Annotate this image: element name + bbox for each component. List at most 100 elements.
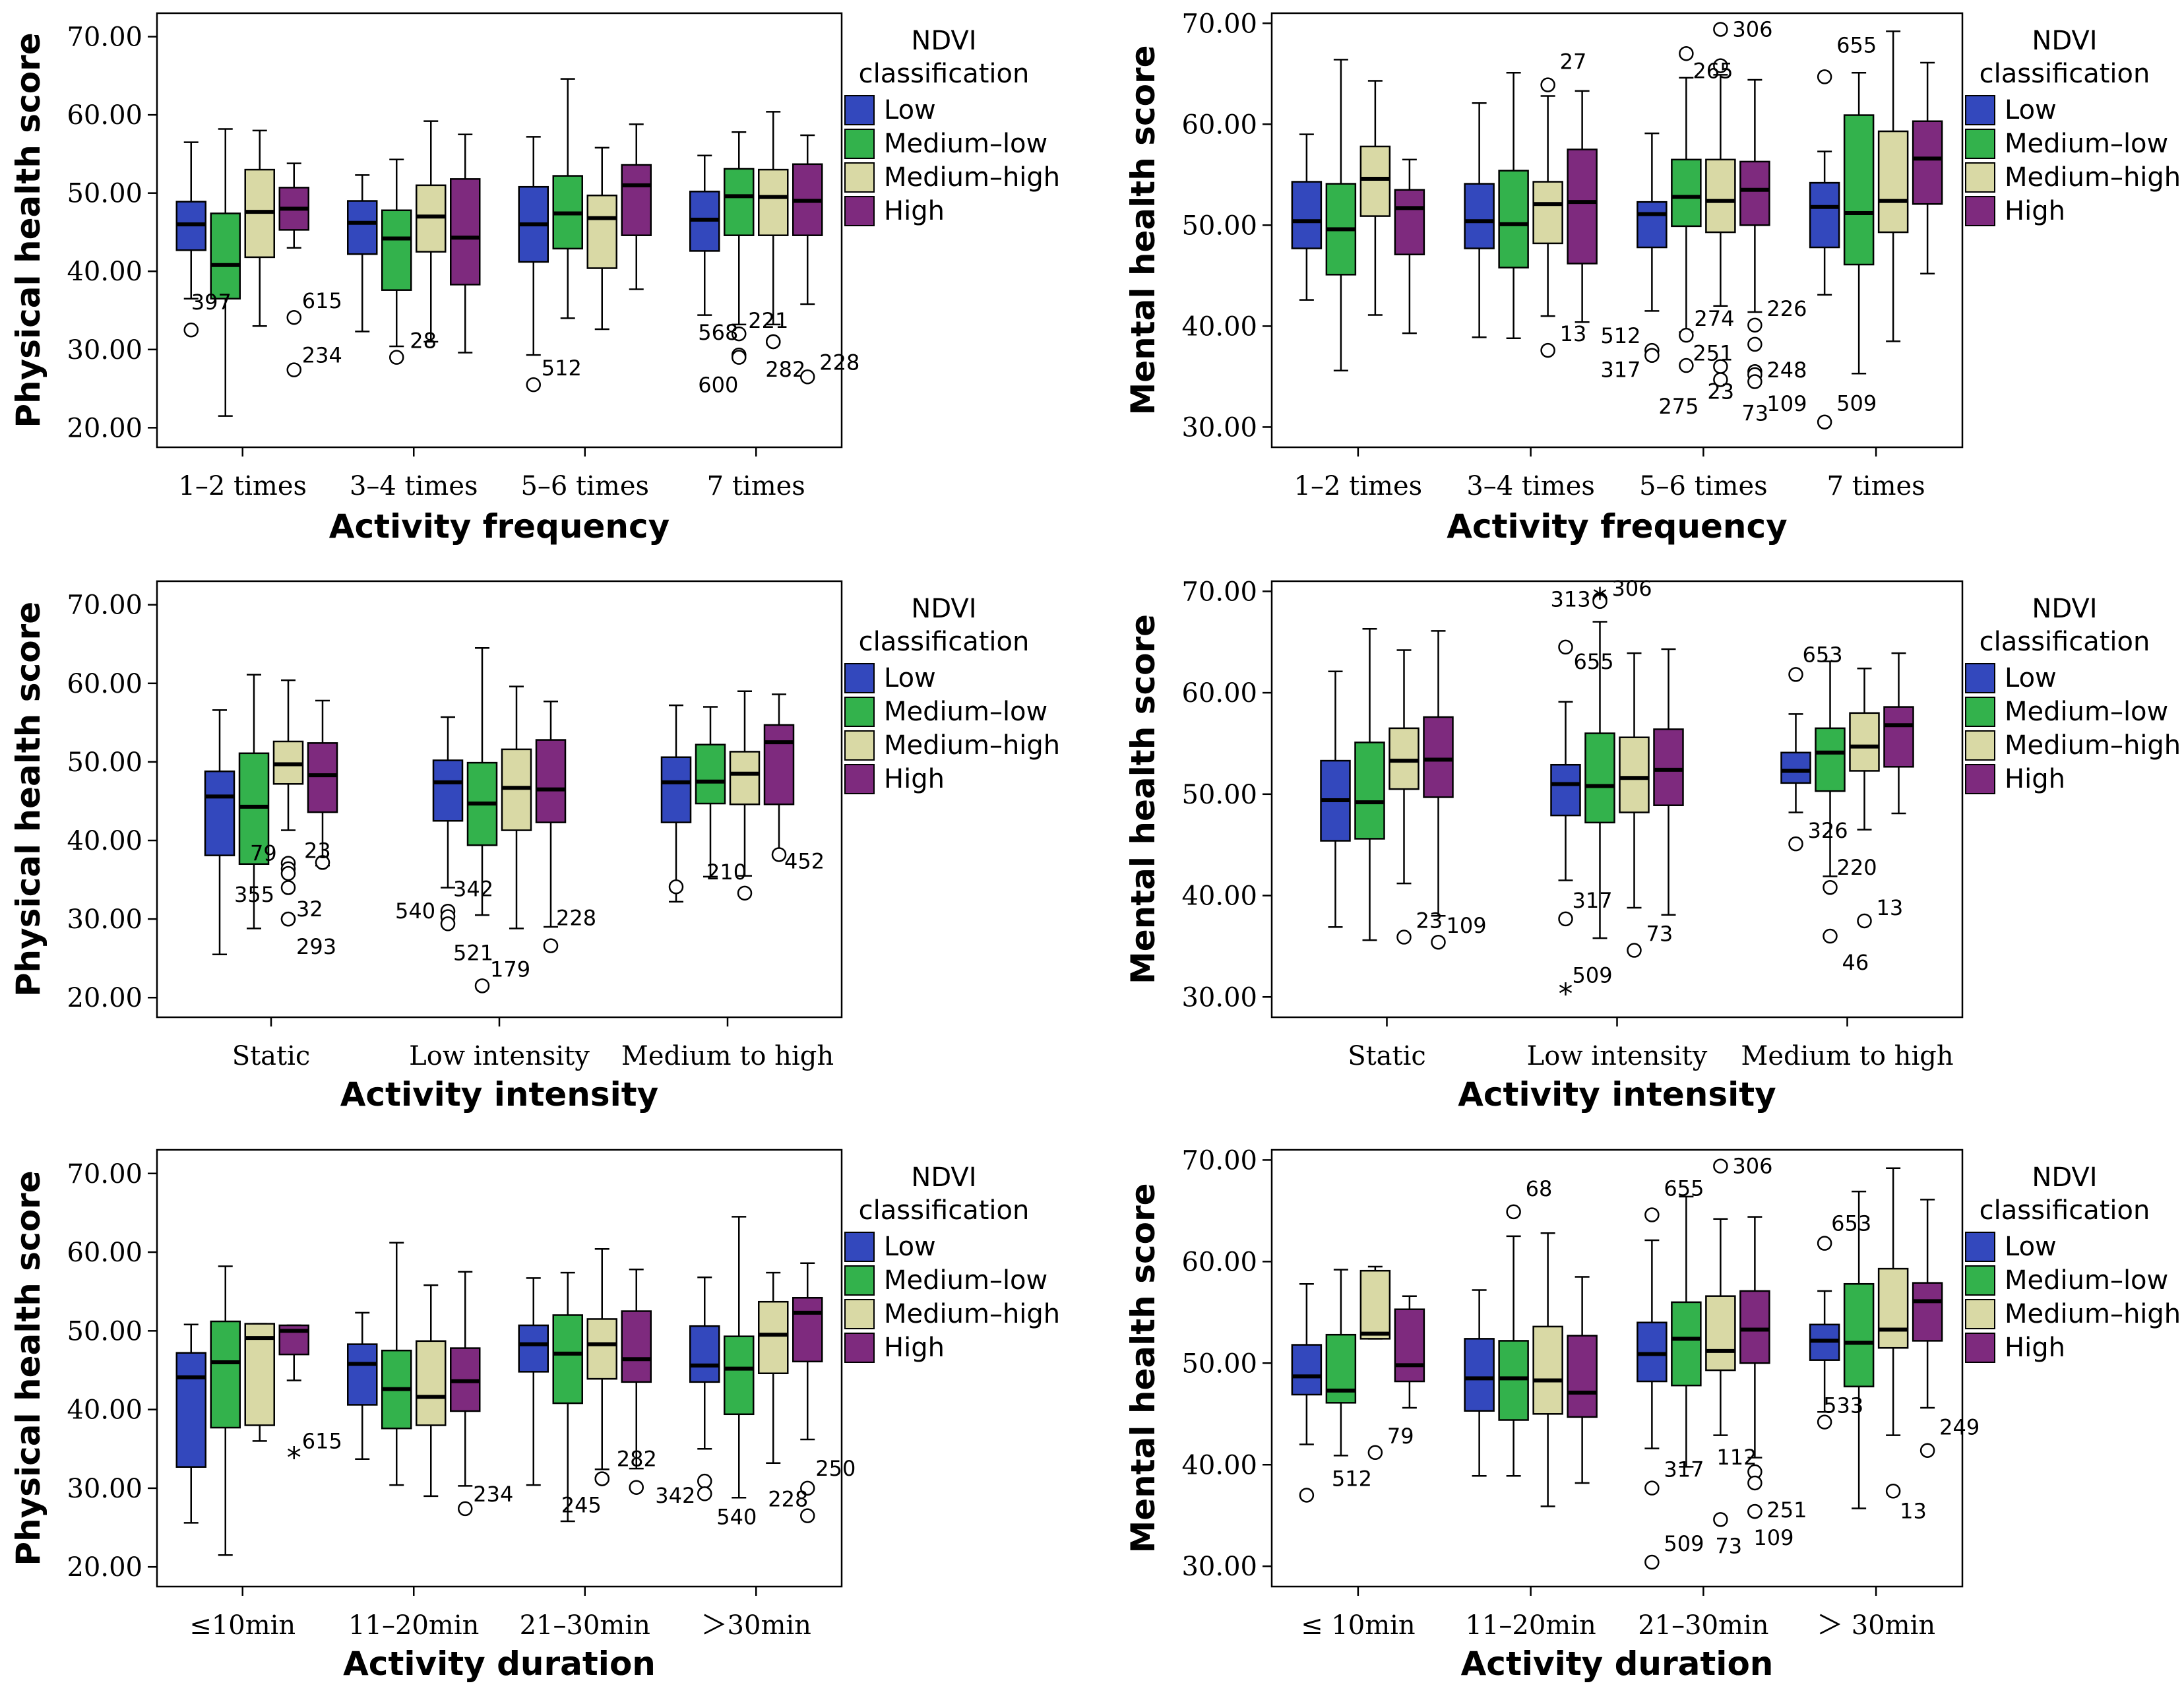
legend-swatch-high [1965, 764, 1995, 794]
box-medium-high [244, 129, 275, 327]
outlier-point [183, 322, 199, 338]
legend-label-low: Low [884, 1232, 936, 1262]
legend-title: NDVI [911, 26, 976, 56]
legend-swatch-low [1965, 663, 1995, 693]
box-body [1464, 1338, 1495, 1412]
legend-label-low: Low [2005, 95, 2057, 125]
legend-label-low: Low [884, 95, 936, 125]
box-body [432, 759, 464, 822]
y-tick-label: 70.00 [67, 22, 142, 53]
plot-frame [1270, 12, 1964, 449]
box-low [1780, 713, 1811, 813]
y-tick-label: 30.00 [67, 904, 142, 935]
outlier-label: 251 [1693, 341, 1733, 366]
extreme-point: * [1559, 978, 1573, 1011]
x-axis-title: Activity frequency [329, 507, 670, 546]
outlier-point [1817, 414, 1832, 429]
legend-label-high: High [2005, 196, 2065, 226]
box-body [244, 1323, 275, 1426]
outlier-point [629, 1480, 644, 1495]
box-medium-high [1359, 1265, 1391, 1340]
legend-label-medium-low: Medium–low [884, 1265, 1047, 1296]
box-body [621, 164, 652, 236]
x-tick-label: ＞30min [701, 1610, 811, 1641]
outlier-label: 23 [1416, 908, 1443, 933]
box-body [1584, 732, 1615, 824]
outlier-point [766, 334, 781, 350]
box-low [432, 716, 464, 889]
box-low [1464, 1289, 1495, 1477]
x-tick-label: Static [1348, 1041, 1426, 1071]
box-low [175, 1323, 206, 1524]
legend-swatch-medium-high [1965, 730, 1995, 761]
y-axis-title: Physical health score [9, 602, 47, 997]
chart-panel-1: 20.00 30.00 40.00 50.00 60.00 70.00 Physical h… [9, 12, 1060, 546]
box-high [307, 699, 338, 867]
legend-title: classification [1980, 59, 2150, 89]
legend-swatch-low [844, 663, 875, 693]
y-tick-label: 50.00 [67, 1316, 142, 1346]
outlier-point [1713, 58, 1728, 73]
outlier-label: 509 [1573, 963, 1613, 988]
outlier-label: 317 [1664, 1457, 1704, 1482]
box-high [450, 1271, 481, 1487]
box-low [1464, 102, 1495, 338]
x-axis-title: Activity frequency [1447, 507, 1787, 546]
x-tick-label: 21–30min [1638, 1610, 1768, 1641]
box-body [416, 1340, 447, 1426]
outlier-point [1644, 1207, 1660, 1222]
box-high [1567, 1276, 1598, 1484]
box-medium-high [244, 1323, 275, 1442]
box-body [724, 168, 755, 236]
outlier-point [668, 879, 684, 895]
box-high [1739, 1216, 1770, 1459]
chart-panel-4: 30.00 40.00 50.00 60.00 70.00 Mental health s… [1124, 576, 2181, 1114]
outlier-label: 68 [1526, 1176, 1553, 1201]
box-low [1291, 1282, 1323, 1445]
outlier-point [594, 1471, 609, 1486]
box-body [450, 178, 481, 286]
outlier-point [800, 369, 815, 385]
box-body [724, 1335, 755, 1416]
box-medium-low [466, 647, 498, 916]
outlier-point [1506, 1204, 1521, 1220]
box-medium-high [729, 690, 761, 877]
legend-title: NDVI [2032, 26, 2097, 56]
outlier-label: 234 [302, 343, 342, 368]
outlier-label: 568 [698, 320, 738, 345]
outlier-label: 306 [1612, 576, 1652, 601]
outlier-label: 109 [1753, 1525, 1794, 1550]
box-high [1912, 61, 1943, 275]
box-low [347, 1311, 378, 1461]
box-medium-high [1532, 95, 1563, 317]
outlier-label: 282 [617, 1447, 657, 1472]
legend-swatch-medium-high [844, 1299, 875, 1329]
box-body [552, 1314, 583, 1404]
legend-swatch-low [844, 95, 875, 125]
outlier-label: 73 [1646, 922, 1673, 947]
legend-title: NDVI [911, 1162, 976, 1193]
x-tick-label: 7 times [707, 471, 805, 501]
legend-swatch-medium-high [1965, 1299, 1995, 1329]
outlier-label: 27 [1560, 49, 1587, 75]
legend-swatch-low [844, 1232, 875, 1262]
y-tick-label: 50.00 [1181, 210, 1257, 241]
x-tick-label: Medium to high [621, 1041, 834, 1071]
chart-panel-2: 30.00 40.00 50.00 60.00 70.00 Mental health s… [1124, 9, 2181, 546]
outlier-point [1885, 1484, 1901, 1499]
plot-frame [1270, 1149, 1964, 1588]
box-body [586, 1318, 617, 1380]
y-tick-label: 60.00 [67, 100, 142, 131]
outlier-label: 452 [784, 848, 825, 873]
legend-label-medium-high: Medium–high [884, 1299, 1060, 1329]
outlier-label: 228 [768, 1487, 808, 1512]
box-body [1739, 1290, 1770, 1364]
outlier-point [1558, 911, 1573, 927]
box-body [1619, 736, 1650, 813]
box-medium-low [1671, 1195, 1702, 1468]
outlier-point [1367, 1445, 1383, 1461]
box-medium-high [1877, 1167, 1909, 1436]
x-tick-label: 5–6 times [520, 471, 649, 501]
box-medium-low [695, 706, 726, 878]
box-medium-high [586, 146, 617, 331]
